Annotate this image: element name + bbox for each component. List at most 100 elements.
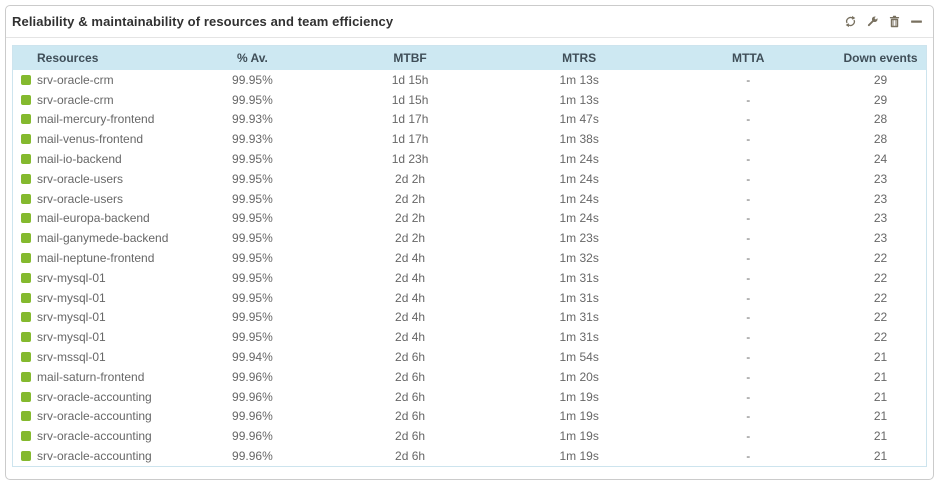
resource-name: srv-oracle-accounting [37,389,152,404]
mtta-value: - [661,70,836,90]
status-up-icon [21,292,31,303]
mtta-value: - [661,208,836,229]
availability-value: 99.93% [181,109,324,130]
table-row: srv-mysql-01 99.95% 2d 4h 1m 31s -22 [12,327,927,348]
table-row: srv-oracle-users 99.95% 2d 2h 1m 24s -23 [12,168,927,189]
column-header-mtrs: MTRS [496,45,662,70]
mtrs-value: 1m 47s [496,109,662,130]
mtbf-value: 2d 4h [323,327,497,348]
wrench-icon[interactable] [866,15,879,28]
availability-value: 99.94% [181,347,324,367]
mtrs-value: 1m 31s [496,327,662,348]
status-up-icon [21,352,31,363]
resource-name: srv-oracle-accounting [37,449,152,464]
widget-card: Reliability & maintainability of resourc… [5,5,934,480]
status-up-icon [21,94,31,105]
mtbf-value: 2d 4h [323,307,497,328]
status-up-icon [21,411,31,422]
down-events-value: 22 [835,287,927,308]
column-header-resources: Resources [12,45,182,70]
availability-value: 99.95% [181,168,324,189]
mtbf-value: 1d 23h [323,149,497,169]
mtta-value: - [661,347,836,367]
resource-name: srv-oracle-accounting [37,429,152,444]
resource-name: srv-oracle-users [37,191,124,206]
column-header-av: % Av. [181,45,324,70]
mtta-value: - [661,446,836,467]
status-up-icon [21,371,31,382]
mtrs-value: 1m 13s [496,70,662,90]
down-events-value: 22 [835,307,927,328]
mtta-value: - [661,129,836,150]
mtbf-value: 2d 6h [323,446,497,467]
table-row: mail-venus-frontend 99.93% 1d 17h 1m 38s -28 [12,129,927,150]
trash-icon[interactable] [888,15,901,28]
resource-name: mail-europa-backend [37,211,150,226]
reliability-table: Resources% Av. MTBF MTRS MTTA Down events sr… [12,45,927,467]
mtbf-value: 1d 17h [323,109,497,130]
mtbf-value: 2d 2h [323,168,497,189]
table-row: mail-europa-backend 99.95% 2d 2h 1m 24s -23 [12,208,927,229]
table-row: srv-mysql-01 99.95% 2d 4h 1m 31s -22 [12,307,927,328]
mtbf-value: 2d 2h [323,208,497,229]
mtbf-value: 2d 2h [323,228,497,249]
minus-icon[interactable] [910,15,923,28]
availability-value: 99.95% [181,208,324,229]
table-row: srv-oracle-crm 99.95% 1d 15h 1m 13s -29 [12,70,927,90]
mtta-value: - [661,168,836,189]
column-header-mtbf: MTBF [323,45,497,70]
status-up-icon [21,193,31,204]
mtbf-value: 2d 4h [323,267,497,288]
mtrs-value: 1m 38s [496,129,662,150]
mtbf-value: 1d 15h [323,89,497,110]
resource-name: mail-mercury-frontend [37,112,155,127]
status-up-icon [21,253,31,264]
status-up-icon [21,451,31,462]
down-events-value: 22 [835,267,927,288]
status-up-icon [21,272,31,283]
table-row: srv-mssql-01 99.94% 2d 6h 1m 54s -21 [12,347,927,367]
availability-value: 99.95% [181,327,324,348]
widget-title: Reliability & maintainability of resourc… [12,14,394,29]
availability-value: 99.96% [181,426,324,447]
mtrs-value: 1m 31s [496,267,662,288]
resource-name: srv-mysql-01 [37,270,106,285]
resource-name: mail-venus-frontend [37,132,144,147]
mtta-value: - [661,366,836,387]
availability-value: 99.93% [181,129,324,150]
table-row: srv-oracle-accounting 99.96% 2d 6h 1m 19s -2… [12,446,927,467]
status-up-icon [21,312,31,323]
resource-name: srv-oracle-accounting [37,409,152,424]
status-up-icon [21,173,31,184]
table-row: mail-io-backend 99.95% 1d 23h 1m 24s -24 [12,149,927,169]
resource-name: srv-oracle-crm [37,72,114,87]
table-row: srv-oracle-crm 99.95% 1d 15h 1m 13s -29 [12,89,927,110]
down-events-value: 23 [835,188,927,209]
mtta-value: - [661,426,836,447]
table-row: srv-mysql-01 99.95% 2d 4h 1m 31s -22 [12,287,927,308]
mtrs-value: 1m 23s [496,228,662,249]
column-header-down-events: Down events [835,45,927,70]
resource-name: srv-mssql-01 [37,350,106,365]
down-events-value: 24 [835,149,927,169]
table-row: srv-mysql-01 99.95% 2d 4h 1m 31s -22 [12,267,927,288]
down-events-value: 21 [835,366,927,387]
availability-value: 99.95% [181,188,324,209]
mtrs-value: 1m 54s [496,347,662,367]
status-up-icon [21,114,31,125]
down-events-value: 21 [835,446,927,467]
availability-value: 99.95% [181,149,324,169]
mtbf-value: 2d 6h [323,426,497,447]
refresh-icon[interactable] [844,15,857,28]
mtbf-value: 2d 6h [323,406,497,427]
resource-name: mail-ganymede-backend [37,231,169,246]
mtbf-value: 1d 17h [323,129,497,150]
status-up-icon [21,74,31,85]
down-events-value: 22 [835,327,927,348]
mtta-value: - [661,109,836,130]
mtrs-value: 1m 19s [496,426,662,447]
table-row: mail-neptune-frontend 99.95% 2d 4h 1m 32s -2… [12,248,927,268]
mtbf-value: 1d 15h [323,70,497,90]
availability-value: 99.95% [181,228,324,249]
down-events-value: 28 [835,129,927,150]
